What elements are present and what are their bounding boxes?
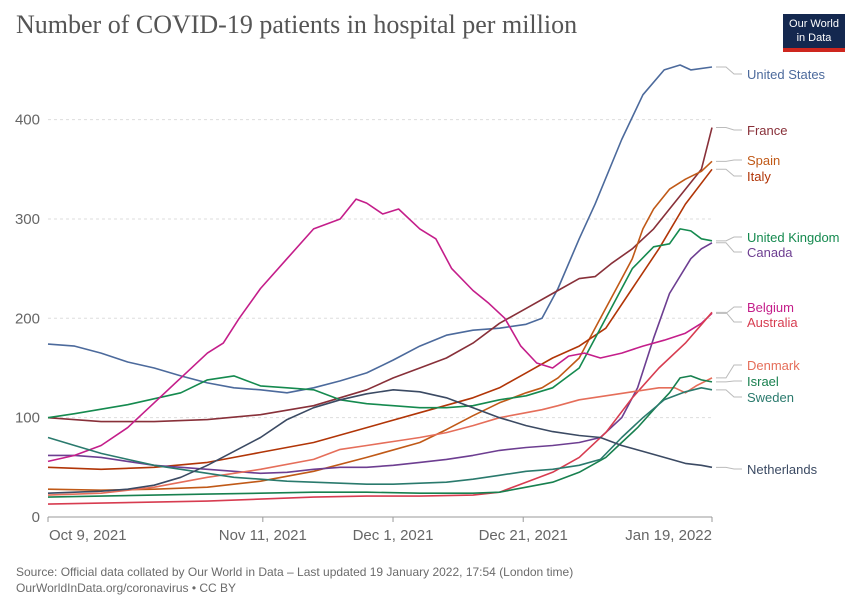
series-line bbox=[47, 160, 713, 491]
series-line bbox=[47, 311, 713, 505]
y-tick-label: 0 bbox=[32, 509, 40, 526]
x-tick-label: Dec 1, 2021 bbox=[353, 527, 434, 544]
label-connector bbox=[716, 380, 742, 383]
label-connector bbox=[716, 236, 742, 242]
series-label: Canada bbox=[747, 245, 793, 260]
line-chart: 0 100 200 300 400 Oct 9, 2021 Nov 11, 2021 Dec… bbox=[15, 64, 840, 544]
series-line bbox=[47, 389, 713, 494]
label-connector bbox=[716, 168, 742, 177]
label-connector bbox=[716, 364, 742, 379]
series-label: Netherlands bbox=[747, 462, 818, 477]
series-label: Australia bbox=[747, 315, 798, 330]
series-lines bbox=[47, 64, 713, 505]
source-line-2[interactable]: OurWorldInData.org/coronavirus • CC BY bbox=[16, 581, 237, 595]
x-tick-label: Dec 21, 2021 bbox=[479, 527, 568, 544]
label-connector bbox=[716, 66, 742, 75]
series-line bbox=[47, 375, 713, 498]
series-line bbox=[47, 377, 713, 496]
label-connector bbox=[716, 159, 742, 162]
x-tick-label: Nov 11, 2021 bbox=[219, 527, 307, 544]
series-label: Sweden bbox=[747, 390, 794, 405]
series-line bbox=[47, 127, 713, 423]
series-label: Israel bbox=[747, 374, 779, 389]
y-axis: 0 100 200 300 400 bbox=[15, 112, 40, 526]
series-line bbox=[48, 242, 713, 475]
series-label: Italy bbox=[747, 169, 771, 184]
series-label: Denmark bbox=[747, 358, 800, 373]
series-line bbox=[47, 168, 713, 471]
label-connector bbox=[716, 311, 742, 323]
source-note: Source: Official data collated by Our Wo… bbox=[16, 564, 573, 596]
series-label: United States bbox=[747, 67, 826, 82]
owid-logo[interactable]: Our World in Data bbox=[783, 14, 845, 52]
logo-line-1: Our World bbox=[789, 18, 839, 30]
x-axis: Oct 9, 2021 Nov 11, 2021 Dec 1, 2021 Dec 21… bbox=[47, 517, 713, 544]
source-line-1: Source: Official data collated by Our Wo… bbox=[16, 565, 574, 579]
grid-lines bbox=[48, 119, 712, 518]
y-tick-label: 400 bbox=[15, 112, 40, 129]
y-tick-label: 300 bbox=[15, 211, 40, 228]
series-label: Spain bbox=[747, 153, 780, 168]
label-connector bbox=[716, 466, 742, 470]
y-tick-label: 100 bbox=[15, 410, 40, 427]
series-line bbox=[47, 228, 713, 419]
label-connector bbox=[716, 389, 742, 398]
series-label: United Kingdom bbox=[747, 230, 840, 245]
series-line bbox=[47, 387, 713, 485]
series-label: Belgium bbox=[747, 300, 794, 315]
y-tick-label: 200 bbox=[15, 310, 40, 327]
x-tick-label: Jan 19, 2022 bbox=[625, 527, 712, 544]
series-line bbox=[47, 198, 713, 463]
label-connector bbox=[716, 242, 742, 253]
logo-line-2: in Data bbox=[796, 32, 832, 44]
series-line bbox=[47, 64, 713, 394]
label-connector bbox=[716, 306, 742, 314]
series-label: France bbox=[747, 123, 787, 138]
label-connector bbox=[716, 127, 742, 131]
x-tick-label: Oct 9, 2021 bbox=[49, 527, 127, 544]
chart-title: Number of COVID-19 patients in hospital … bbox=[16, 10, 578, 39]
